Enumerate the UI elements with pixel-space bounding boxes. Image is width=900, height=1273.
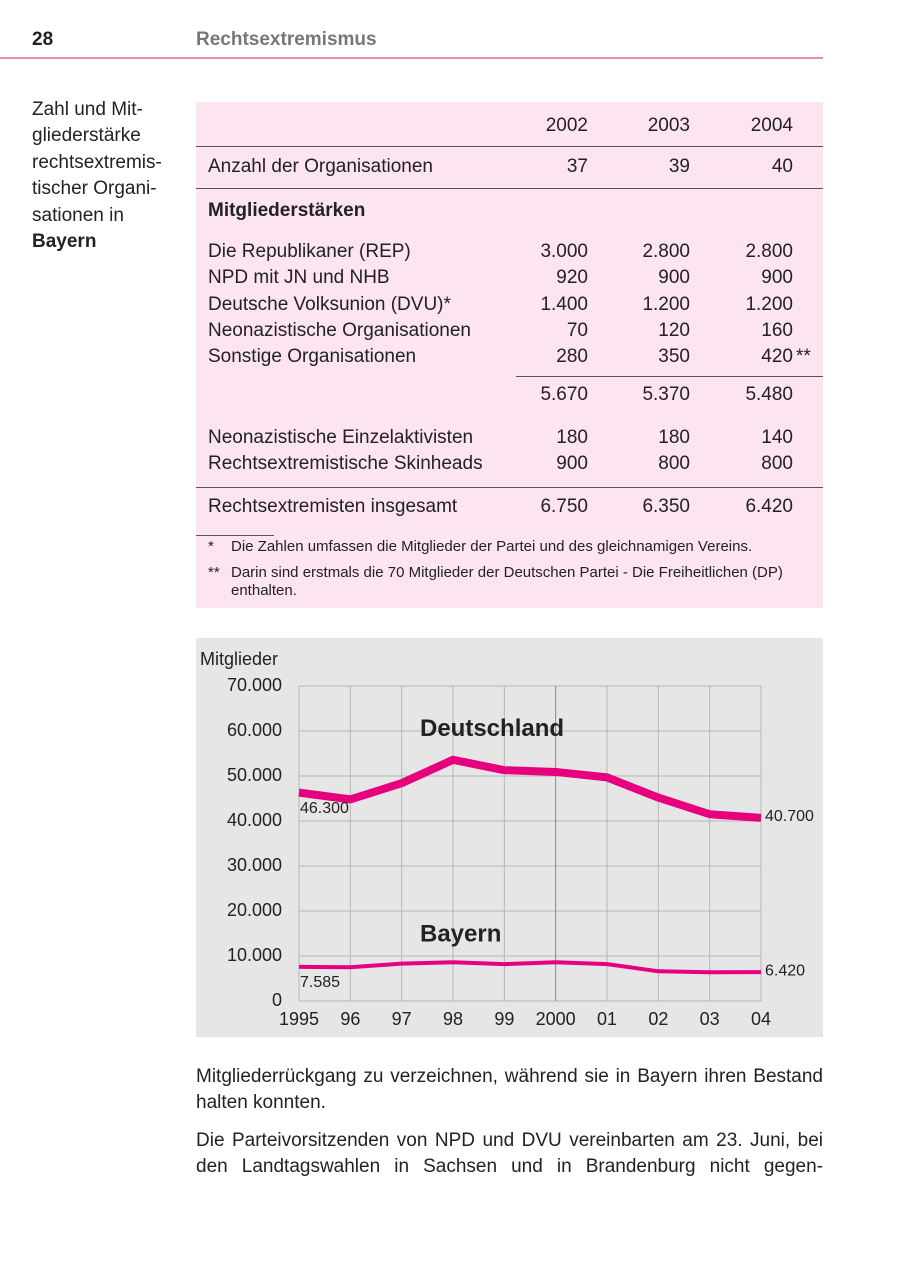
sidebar-line: tischer Organi- xyxy=(32,178,157,200)
cell: 6.750 xyxy=(540,496,588,517)
footnote-text: Die Zahlen umfassen die Mitglieder der P… xyxy=(231,538,753,555)
row-label: Sonstige Organisationen xyxy=(208,346,417,368)
cell: 920 xyxy=(556,267,588,289)
table-panel xyxy=(196,102,823,608)
y-tick-label: 50.000 xyxy=(227,765,282,785)
chart: Mitglieder 0 10.000 20.000 30.000 40.000 50.0… xyxy=(196,638,823,1037)
footnote-marker: * xyxy=(208,538,214,555)
cell: 2.800 xyxy=(745,241,793,262)
x-tick-label: 99 xyxy=(494,1009,514,1029)
cell: 350 xyxy=(658,346,690,368)
cell: 160 xyxy=(761,319,793,341)
cell: 280 xyxy=(556,346,588,368)
row-label: Anzahl der Organisationen xyxy=(208,156,433,177)
cell: 2004 xyxy=(750,115,793,136)
row-label: Deutsche Volksunion (DVU)* xyxy=(208,293,451,315)
cell: 5.480 xyxy=(745,384,793,405)
cell: 40 xyxy=(771,156,793,177)
paragraph: Mitgliederrückgang zu verzeichnen, währe… xyxy=(196,1066,823,1113)
x-tick-label: 01 xyxy=(597,1009,617,1029)
y-tick-label: 30.000 xyxy=(227,855,282,875)
x-tick-label: 97 xyxy=(392,1009,412,1029)
y-tick-label: 40.000 xyxy=(227,810,282,830)
cell: 800 xyxy=(761,453,793,474)
chart-bg xyxy=(196,638,823,1037)
table-rule xyxy=(196,188,823,189)
row-label: Neonazistische Organisationen xyxy=(208,319,471,341)
value-label: 40.700 xyxy=(765,808,814,825)
row-label: Die Republikaner (REP) xyxy=(208,241,411,262)
x-tick-label: 02 xyxy=(648,1009,668,1029)
cell: 900 xyxy=(761,267,793,289)
cell: 2002 xyxy=(545,115,588,136)
cell: 6.420 xyxy=(745,496,793,517)
cell: 800 xyxy=(658,453,690,474)
cell: 900 xyxy=(556,453,588,474)
table-rule xyxy=(516,376,823,377)
x-tick-label: 98 xyxy=(443,1009,463,1029)
note-mark: ** xyxy=(796,346,811,368)
sidebar-line: gliederstärke xyxy=(32,125,141,147)
value-label: 7.585 xyxy=(300,974,340,991)
sidebar-line: rechtsextremis- xyxy=(32,151,162,173)
cell: 140 xyxy=(761,427,793,448)
y-tick-label: 60.000 xyxy=(227,720,282,740)
x-tick-label: 2000 xyxy=(536,1009,576,1029)
cell: 2.800 xyxy=(642,241,690,262)
y-tick-label: 10.000 xyxy=(227,945,282,965)
cell: 3.000 xyxy=(540,241,588,262)
cell: 39 xyxy=(668,156,690,177)
value-label: 6.420 xyxy=(765,962,805,979)
table-rule xyxy=(196,146,823,147)
row-label: Rechtsextremisten insgesamt xyxy=(208,496,458,517)
x-tick-label: 96 xyxy=(340,1009,360,1029)
cell: 120 xyxy=(658,319,690,341)
cell: 6.350 xyxy=(642,496,690,517)
cell: 37 xyxy=(566,156,588,177)
table-rule xyxy=(196,535,274,536)
footnote-text: Darin sind erstmals die 70 Mitglieder de… xyxy=(231,564,783,599)
footnote-marker: ** xyxy=(208,564,220,581)
y-tick-label: 20.000 xyxy=(227,900,282,920)
cell: 2003 xyxy=(647,115,690,136)
series-line xyxy=(298,960,762,975)
section-title: Rechtsextremismus xyxy=(196,29,377,50)
x-tick-label: 03 xyxy=(700,1009,720,1029)
cell: 1.200 xyxy=(642,293,690,315)
row-label: Mitgliederstärken xyxy=(208,200,366,221)
cell: 900 xyxy=(658,267,690,289)
cell: 1.400 xyxy=(540,293,588,315)
cell: 1.200 xyxy=(745,293,793,315)
series-name: Deutschland xyxy=(420,715,564,742)
x-tick-label: 1995 xyxy=(279,1009,319,1029)
cell: 180 xyxy=(556,427,588,448)
cell: 5.670 xyxy=(540,384,588,405)
y-axis-label: Mitglieder xyxy=(200,649,278,669)
value-label: 46.300 xyxy=(300,800,349,817)
page-number: 28 xyxy=(32,29,54,50)
row-label: Rechtsextremistische Skinheads xyxy=(208,453,483,474)
header-rule xyxy=(0,57,823,59)
sidebar-line: sationen in xyxy=(32,204,124,226)
paragraph: Die Parteivorsitzenden von NPD und DVU v… xyxy=(196,1130,823,1177)
sidebar-line: Zahl und Mit- xyxy=(32,99,143,120)
cell: 70 xyxy=(566,319,588,341)
cell: 180 xyxy=(658,427,690,448)
x-tick-label: 04 xyxy=(751,1009,771,1029)
series-name: Bayern xyxy=(420,921,501,948)
series-line xyxy=(298,755,762,822)
row-label: NPD mit JN und NHB xyxy=(208,267,390,289)
cell: 420 xyxy=(761,346,793,368)
y-tick-label: 70.000 xyxy=(227,675,282,695)
row-label: Neonazistische Einzelaktivisten xyxy=(208,427,474,448)
table-rule xyxy=(196,487,823,488)
y-tick-label: 0 xyxy=(272,990,282,1010)
sidebar-bold: Bayern xyxy=(32,231,97,252)
cell: 5.370 xyxy=(642,384,690,405)
